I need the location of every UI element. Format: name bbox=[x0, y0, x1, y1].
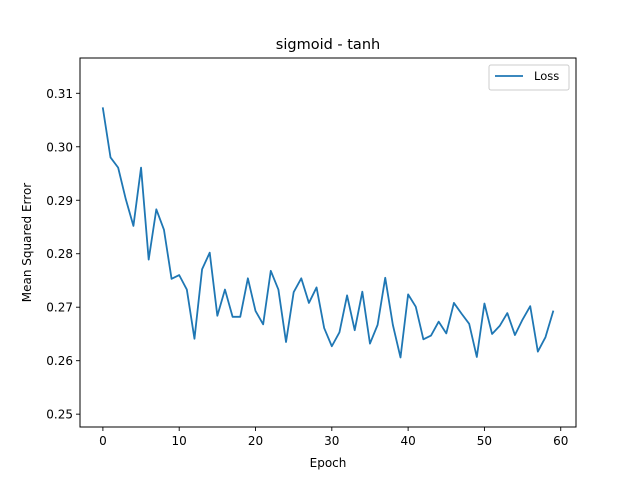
x-tick-label: 40 bbox=[400, 434, 415, 448]
series-line-loss bbox=[101, 107, 555, 359]
y-tick-label: 0.26 bbox=[46, 354, 73, 368]
x-tick-label: 60 bbox=[553, 434, 568, 448]
legend-label-loss: Loss bbox=[534, 69, 559, 83]
y-tick-label: 0.29 bbox=[46, 194, 73, 208]
y-tick-label: 0.27 bbox=[46, 301, 73, 315]
x-tick-label: 50 bbox=[477, 434, 492, 448]
series-layer bbox=[101, 107, 555, 359]
legend: Loss bbox=[488, 64, 570, 91]
y-axis-ticks: 0.25 0.26 0.27 0.28 0.29 0.30 0.31 bbox=[46, 87, 80, 422]
y-tick-label: 0.31 bbox=[46, 87, 73, 101]
x-tick-label: 0 bbox=[99, 434, 107, 448]
y-tick-label: 0.28 bbox=[46, 247, 73, 261]
chart-title: sigmoid - tanh bbox=[276, 37, 380, 53]
x-tick-label: 20 bbox=[248, 434, 263, 448]
x-tick-label: 10 bbox=[172, 434, 187, 448]
y-tick-label: 0.25 bbox=[46, 408, 73, 422]
plot-frame bbox=[79, 57, 577, 428]
y-tick-label: 0.30 bbox=[46, 140, 73, 154]
x-axis-label: Epoch bbox=[310, 456, 347, 470]
x-tick-label: 30 bbox=[324, 434, 339, 448]
x-axis-ticks: 0 10 20 30 40 50 60 bbox=[99, 427, 568, 448]
legend-box bbox=[488, 64, 570, 91]
y-axis-label: Mean Squared Error bbox=[20, 183, 34, 303]
